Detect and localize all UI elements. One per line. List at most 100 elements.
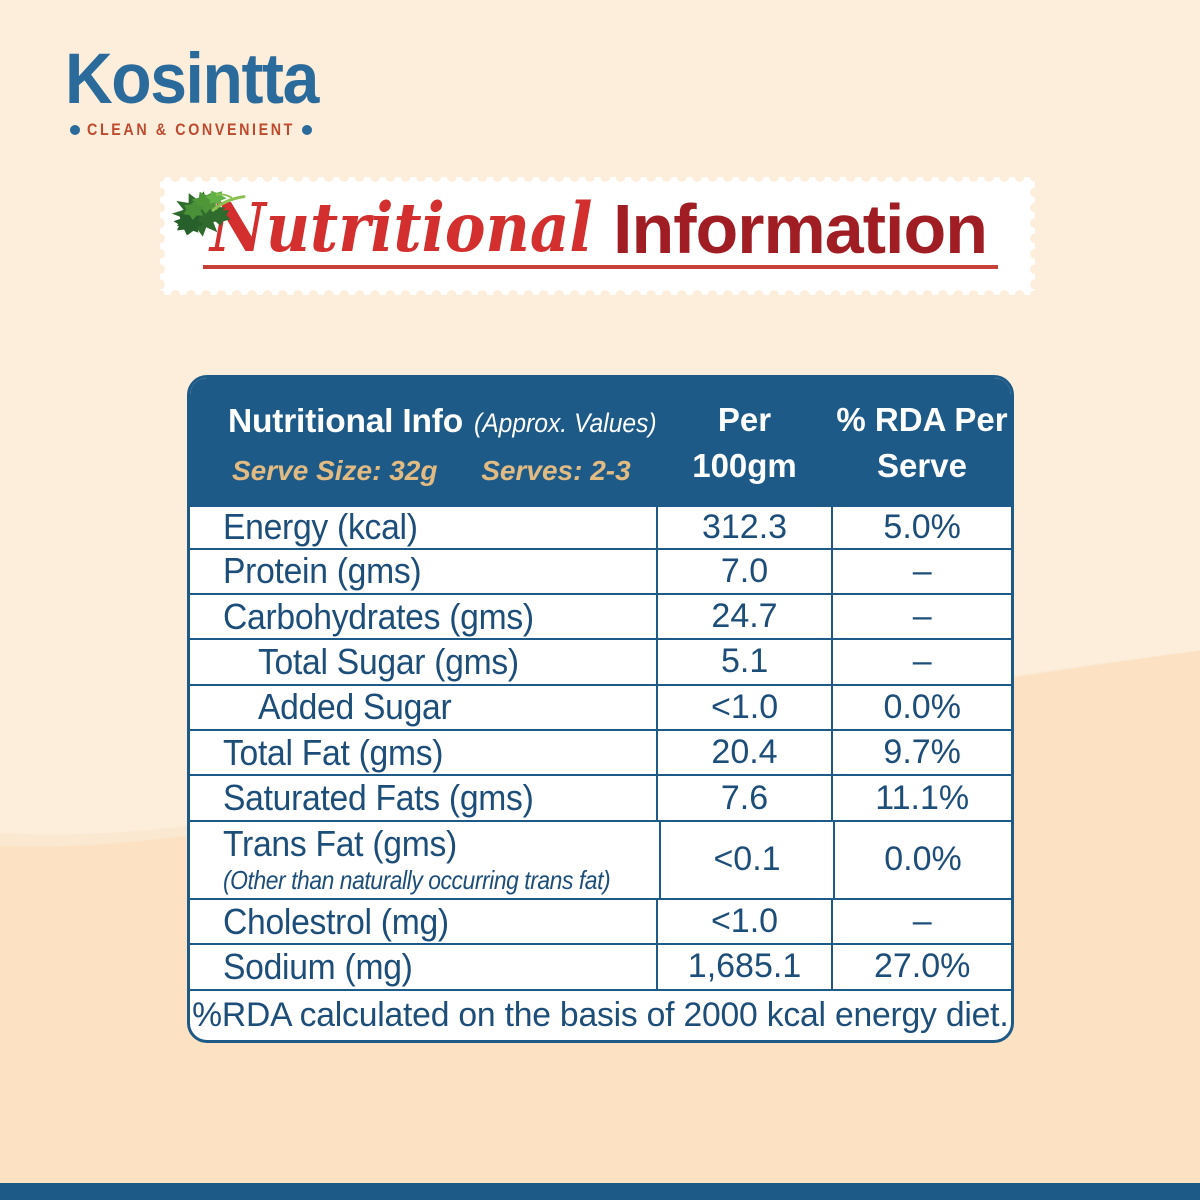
row-rda-value: 5.0% xyxy=(883,507,961,546)
row-rda-value: 9.7% xyxy=(883,733,961,772)
row-label-cell: Total Sugar (gms) xyxy=(190,640,656,683)
row-rda-value: 27.0% xyxy=(873,947,971,986)
row-label: Cholestrol (mg) xyxy=(223,900,449,942)
title-block: Nutritional Information xyxy=(160,177,1035,295)
brand-name: Kosintta xyxy=(65,40,319,119)
row-rda-cell: 0.0% xyxy=(833,821,1011,898)
brand-logo: Kosintta CLEAN & CONVENIENT xyxy=(65,44,335,140)
row-per100-value: <1.0 xyxy=(711,687,779,726)
tagline-left-dot-icon xyxy=(70,125,80,135)
row-label-cell: Energy (kcal) xyxy=(190,506,656,548)
row-rda-value: – xyxy=(912,902,932,941)
row-label: Energy (kcal) xyxy=(223,506,418,548)
row-label-cell: Cholestrol (mg) xyxy=(190,900,656,943)
parsley-leaf-icon xyxy=(171,190,246,237)
brand-tagline: CLEAN & CONVENIENT xyxy=(70,120,312,140)
row-per100-value: 1,685.1 xyxy=(687,947,802,986)
row-per100-value: 5.1 xyxy=(720,642,769,681)
row-label-cell: Sodium (mg) xyxy=(190,945,656,988)
row-label: Protein (gms) xyxy=(223,550,422,592)
row-label-cell: Protein (gms) xyxy=(190,550,656,593)
row-rda-cell: 5.0% xyxy=(831,507,1011,548)
table-row: Carbohydrates (gms) 24.7 – xyxy=(190,592,1011,639)
row-label-cell: Trans Fat (gms) (Other than naturally oc… xyxy=(190,822,659,898)
serve-size-text: Serve Size: 32g xyxy=(232,455,438,486)
title-word-information: Information xyxy=(613,190,988,268)
row-per100-cell: 312.3 xyxy=(655,507,832,548)
title-word-nutritional: Nutritional xyxy=(210,188,593,267)
table-row: Trans Fat (gms) (Other than naturally oc… xyxy=(190,819,1011,898)
title-stamp: Nutritional Information xyxy=(160,177,1035,295)
row-rda-value: – xyxy=(912,551,932,590)
row-rda-cell: – xyxy=(831,549,1011,593)
row-rda-value: – xyxy=(912,642,932,681)
row-per100-cell: 5.1 xyxy=(655,640,832,684)
table-row: Protein (gms) 7.0 – xyxy=(190,547,1011,593)
row-label-cell: Added Sugar xyxy=(190,686,656,729)
tagline-right-dot-icon xyxy=(302,125,312,135)
row-per100-cell: 7.0 xyxy=(655,549,832,593)
table-header-approx: (Approx. Values) xyxy=(474,408,658,438)
table-row: Added Sugar <1.0 0.0% xyxy=(190,683,1011,730)
row-label-cell: Total Fat (gms) xyxy=(190,731,656,774)
row-label: Added Sugar xyxy=(258,686,452,728)
row-label: Total Fat (gms) xyxy=(223,731,444,773)
row-per100-value: 7.0 xyxy=(720,551,769,590)
row-per100-cell: 20.4 xyxy=(655,731,832,775)
row-label: Saturated Fats (gms) xyxy=(223,777,534,819)
row-label: Total Sugar (gms) xyxy=(258,640,519,682)
row-label: Carbohydrates (gms) xyxy=(223,595,534,637)
row-rda-cell: – xyxy=(831,640,1011,684)
column-header-line: Serve xyxy=(877,446,967,484)
row-per100-cell: 7.6 xyxy=(655,776,832,820)
tagline-text: CLEAN & CONVENIENT xyxy=(87,120,295,139)
row-rda-value: 11.1% xyxy=(875,778,970,817)
table-header-serving-line: Serve Size: 32g Serves: 2-3 xyxy=(232,455,631,487)
column-header-line: 100gm xyxy=(692,446,797,484)
row-rda-cell: 0.0% xyxy=(831,685,1011,730)
row-rda-value: 0.0% xyxy=(883,687,961,726)
table-row: Sodium (mg) 1,685.1 27.0% xyxy=(190,943,1011,989)
row-rda-cell: 9.7% xyxy=(831,731,1011,775)
nutrition-table: Nutritional Info (Approx. Values) Serve … xyxy=(187,375,1014,1043)
table-row: Energy (kcal) 312.3 5.0% xyxy=(190,506,1011,548)
table-header-title-line: Nutritional Info (Approx. Values) xyxy=(228,403,671,441)
column-header-line: % RDA Per xyxy=(836,400,1008,438)
row-rda-cell: – xyxy=(831,594,1011,639)
table-header-left: Nutritional Info (Approx. Values) Serve … xyxy=(228,378,658,507)
column-header-line: Per xyxy=(717,400,772,438)
row-label-cell: Carbohydrates (gms) xyxy=(190,595,656,638)
row-label-cell: Saturated Fats (gms) xyxy=(190,776,656,819)
column-header-per-100gm: Per 100gm xyxy=(656,378,833,507)
row-per100-value: 312.3 xyxy=(701,507,788,546)
row-rda-cell: – xyxy=(831,899,1011,944)
row-rda-value: – xyxy=(912,597,932,636)
column-header-rda-per-serve: % RDA Per Serve xyxy=(833,378,1011,507)
table-footer: %RDA calculated on the basis of 2000 kca… xyxy=(190,988,1011,1040)
title-underline xyxy=(203,265,998,269)
table-row: Cholestrol (mg) <1.0 – xyxy=(190,897,1011,944)
table-header-title: Nutritional Info xyxy=(228,403,463,440)
serves-text: Serves: 2-3 xyxy=(481,455,631,486)
bottom-blue-bar xyxy=(0,1183,1200,1200)
row-per100-cell: <0.1 xyxy=(659,821,833,898)
table-header: Nutritional Info (Approx. Values) Serve … xyxy=(190,378,1011,507)
row-per100-cell: <1.0 xyxy=(655,685,832,730)
table-body: Energy (kcal) 312.3 5.0% Protein (gms) xyxy=(190,506,1011,1040)
row-per100-value: <0.1 xyxy=(713,840,781,879)
table-footer-text: %RDA calculated on the basis of 2000 kca… xyxy=(192,995,1009,1034)
row-per100-value: 24.7 xyxy=(711,597,778,636)
table-row: Total Fat (gms) 20.4 9.7% xyxy=(190,729,1011,775)
row-per100-cell: 1,685.1 xyxy=(655,945,832,989)
row-label: Trans Fat (gms) xyxy=(223,823,457,865)
row-rda-cell: 27.0% xyxy=(831,945,1011,989)
row-per100-value: 20.4 xyxy=(711,733,778,772)
row-rda-value: 0.0% xyxy=(884,840,962,879)
row-label: Sodium (mg) xyxy=(223,945,413,987)
table-row: Total Sugar (gms) 5.1 – xyxy=(190,638,1011,684)
row-rda-cell: 11.1% xyxy=(831,776,1011,820)
table-row: Saturated Fats (gms) 7.6 11.1% xyxy=(190,774,1011,820)
row-per100-cell: 24.7 xyxy=(655,594,832,639)
row-per100-cell: <1.0 xyxy=(655,899,832,944)
